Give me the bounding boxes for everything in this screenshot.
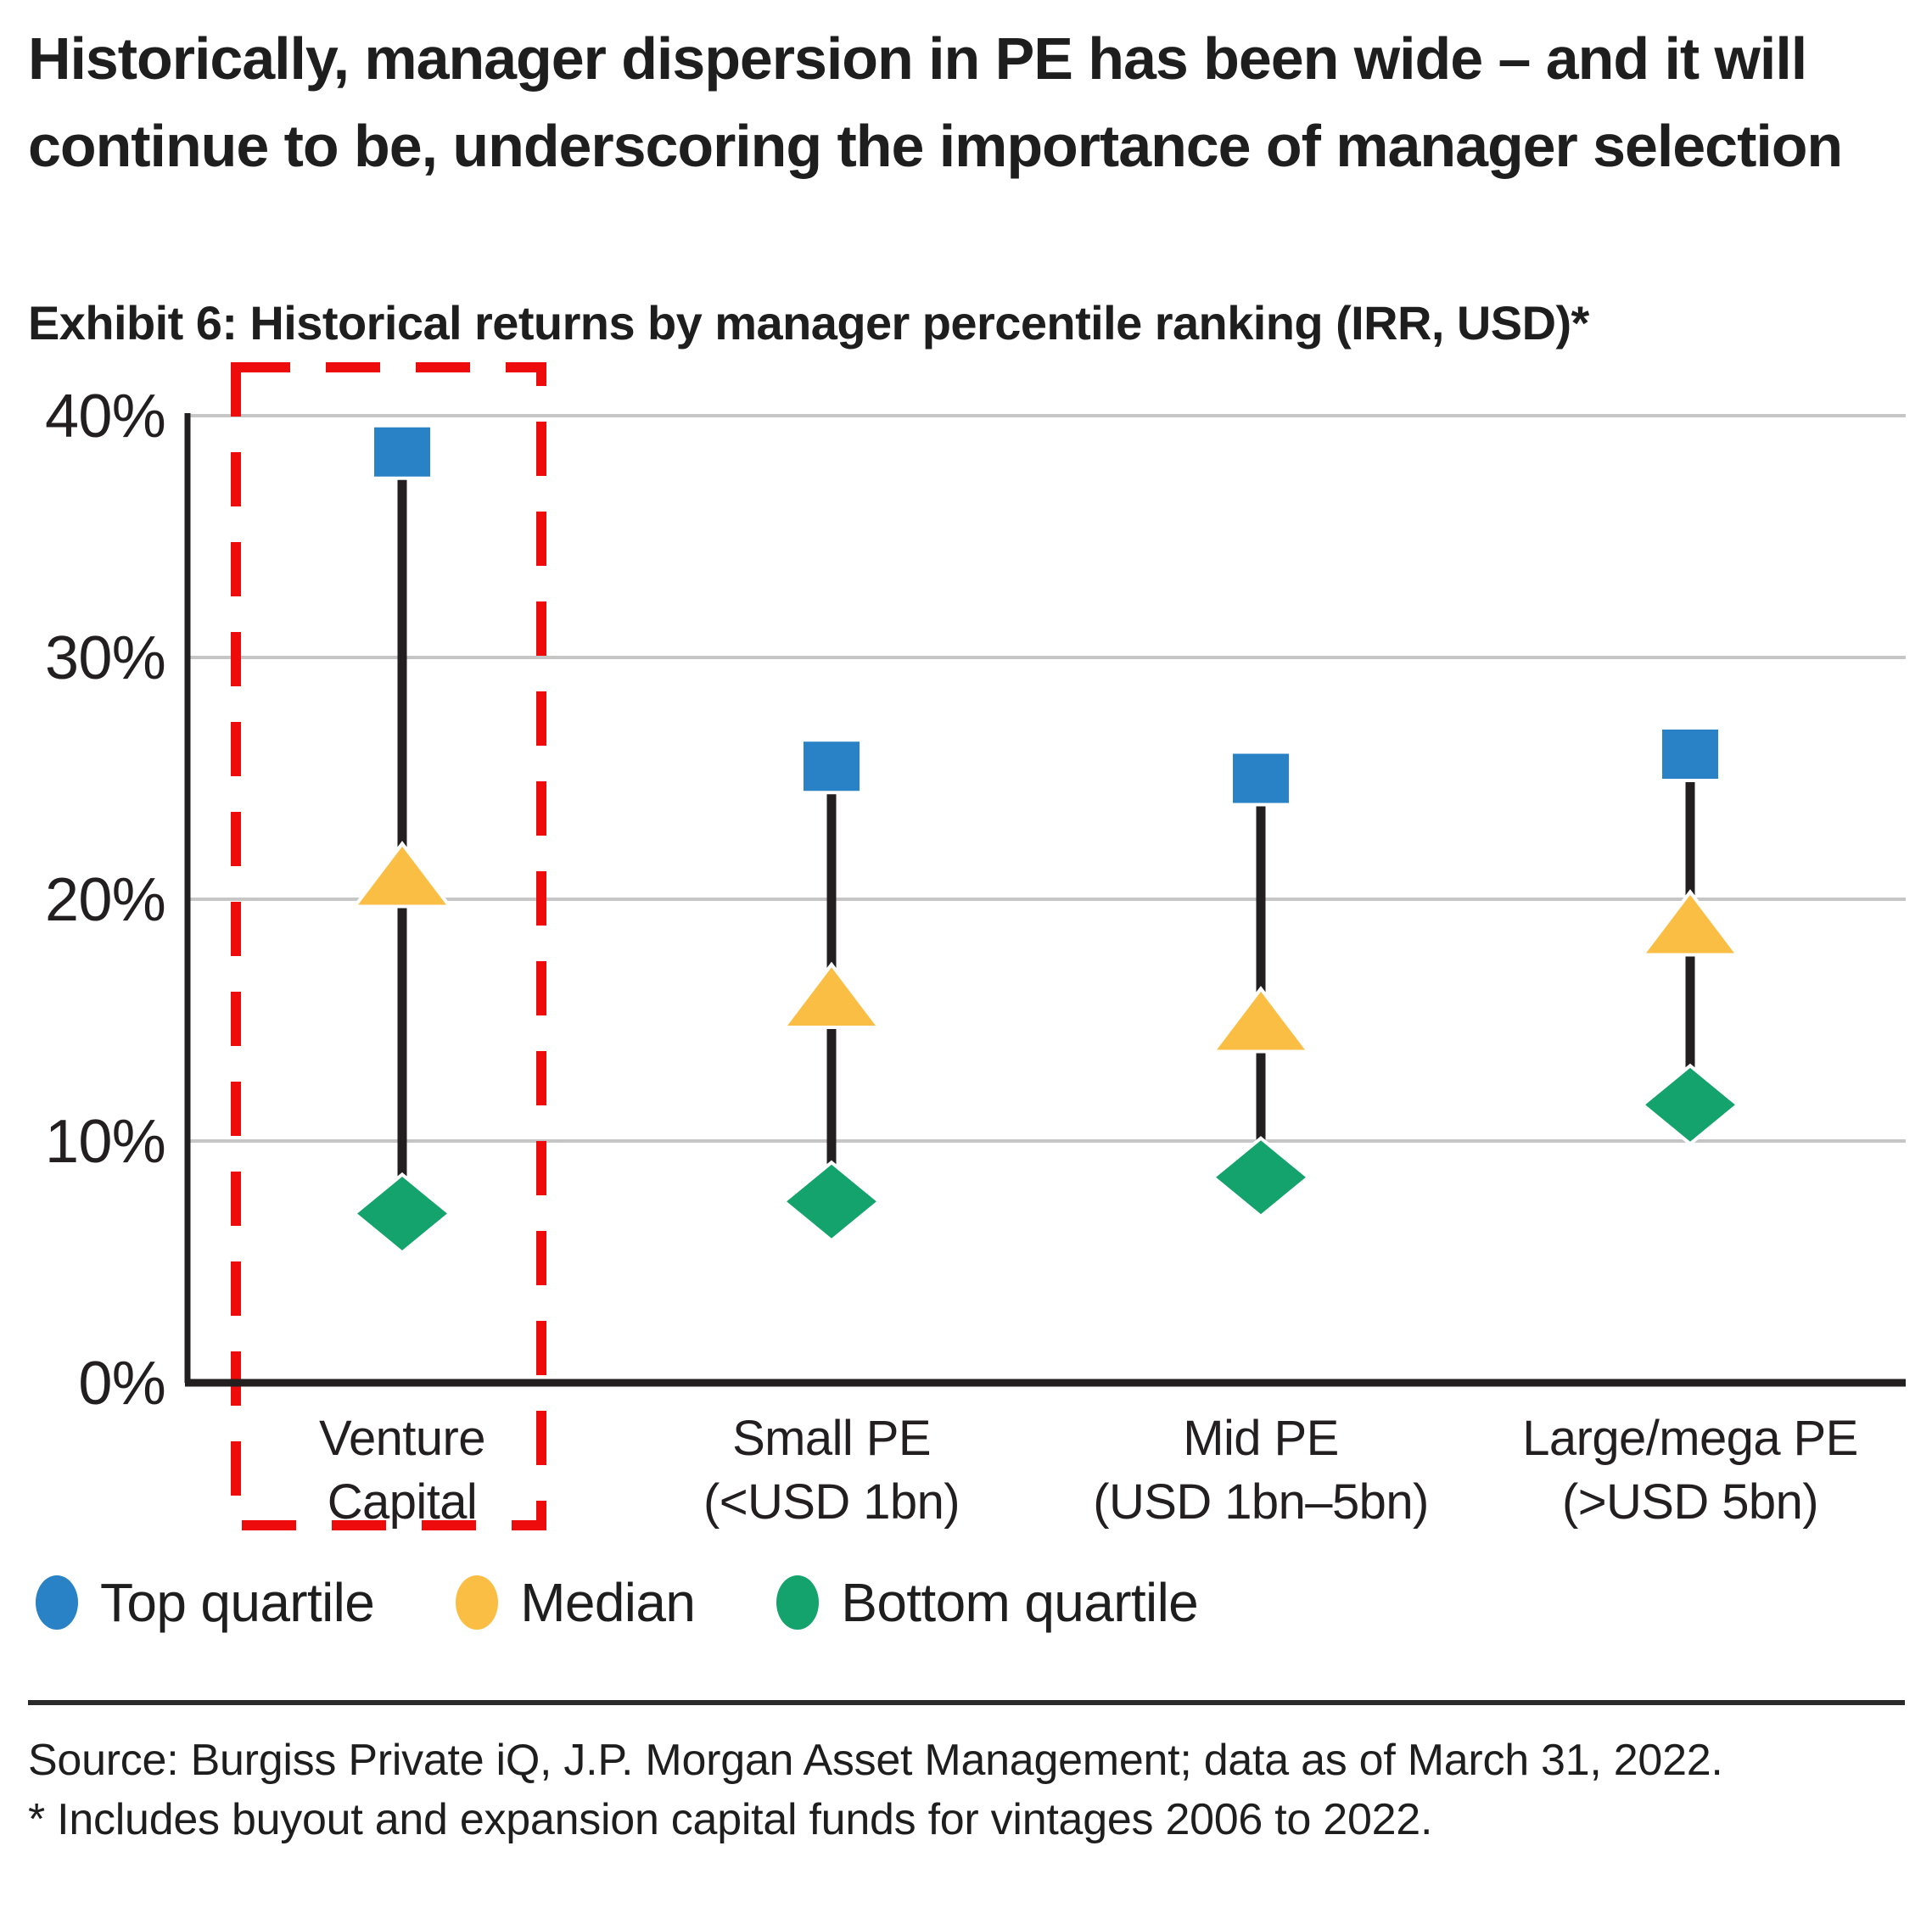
bottom-quartile-swatch-icon bbox=[776, 1575, 820, 1630]
median-triangle-marker bbox=[780, 961, 883, 1029]
top-quartile-square-marker bbox=[1659, 726, 1722, 782]
y-tick-label-30: 30% bbox=[45, 624, 165, 692]
top-quartile-square-marker bbox=[1229, 750, 1292, 807]
footer-divider bbox=[28, 1700, 1905, 1705]
chart-legend: Top quartile Median Bottom quartile bbox=[36, 1571, 1199, 1634]
highlight-dashed-box bbox=[231, 362, 546, 1530]
y-tick-label-10: 10% bbox=[45, 1108, 165, 1176]
median-triangle-marker bbox=[1638, 889, 1742, 957]
category-label: Mid PE (USD 1bn–5bn) bbox=[1093, 1411, 1428, 1530]
source-note: Source: Burgiss Private iQ, J.P. Morgan … bbox=[28, 1731, 1913, 1849]
median-swatch-icon bbox=[456, 1575, 499, 1630]
bottom-quartile-diamond-marker bbox=[351, 1172, 453, 1256]
top-quartile-swatch-icon bbox=[36, 1575, 78, 1630]
y-tick-label-20: 20% bbox=[45, 866, 165, 934]
bottom-quartile-diamond-marker bbox=[1210, 1136, 1312, 1219]
footnote-line: * Includes buyout and expansion capital … bbox=[28, 1795, 1433, 1844]
top-quartile-square-marker bbox=[371, 423, 434, 480]
median-triangle-marker bbox=[350, 841, 454, 909]
bottom-quartile-diamond-marker bbox=[1639, 1063, 1741, 1146]
bottom-quartile-diamond-marker bbox=[781, 1160, 882, 1243]
exhibit-subtitle: Exhibit 6: Historical returns by manager… bbox=[28, 296, 1589, 350]
category-label: Large/mega PE (>USD 5bn) bbox=[1522, 1411, 1858, 1530]
legend-label: Median bbox=[520, 1572, 696, 1633]
legend-label: Bottom quartile bbox=[841, 1572, 1199, 1633]
legend-label: Top quartile bbox=[100, 1572, 375, 1633]
legend-item-top-quartile: Top quartile bbox=[36, 1571, 375, 1634]
figure-title: Historically, manager dispersion in PE h… bbox=[28, 25, 1843, 179]
dispersion-chart: 0% 10% 20% 30% 40% Venture Capital Small PE (<US… bbox=[45, 362, 1906, 1530]
legend-item-bottom-quartile: Bottom quartile bbox=[776, 1571, 1199, 1634]
source-line: Source: Burgiss Private iQ, J.P. Morgan … bbox=[28, 1736, 1723, 1785]
legend-item-median: Median bbox=[456, 1571, 696, 1634]
top-quartile-square-marker bbox=[800, 738, 863, 795]
median-triangle-marker bbox=[1209, 986, 1313, 1054]
y-tick-label-0: 0% bbox=[78, 1350, 165, 1418]
category-label: Small PE (<USD 1bn) bbox=[703, 1411, 960, 1530]
y-tick-label-40: 40% bbox=[45, 383, 165, 450]
category-label: Venture Capital bbox=[319, 1411, 485, 1530]
